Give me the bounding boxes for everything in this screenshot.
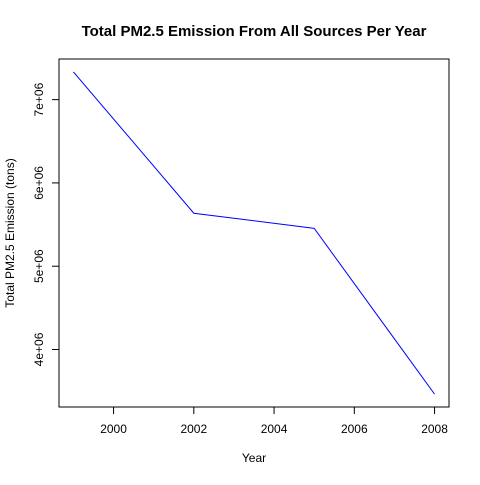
plot-frame bbox=[58, 58, 450, 408]
x-axis: 2000 2002 2004 2006 2008 bbox=[100, 407, 448, 436]
y-axis-title: Total PM2.5 Emission (tons) bbox=[3, 158, 17, 307]
x-tick-label: 2006 bbox=[341, 422, 368, 436]
y-tick-label: 4e+06 bbox=[32, 332, 46, 366]
series-layer bbox=[73, 71, 435, 395]
x-tick-label: 2004 bbox=[261, 422, 288, 436]
x-tick-label: 2000 bbox=[100, 422, 127, 436]
y-tick-label: 6e+06 bbox=[32, 166, 46, 200]
x-axis-title: Year bbox=[242, 451, 266, 465]
chart-title: Total PM2.5 Emission From All Sources Pe… bbox=[82, 23, 427, 40]
y-tick-label: 7e+06 bbox=[32, 82, 46, 116]
x-tick-label: 2008 bbox=[421, 422, 448, 436]
series-line bbox=[73, 71, 435, 395]
x-tick-label: 2002 bbox=[180, 422, 207, 436]
y-tick-label: 5e+06 bbox=[32, 249, 46, 283]
y-axis: 4e+06 5e+06 6e+06 7e+06 bbox=[32, 82, 59, 366]
